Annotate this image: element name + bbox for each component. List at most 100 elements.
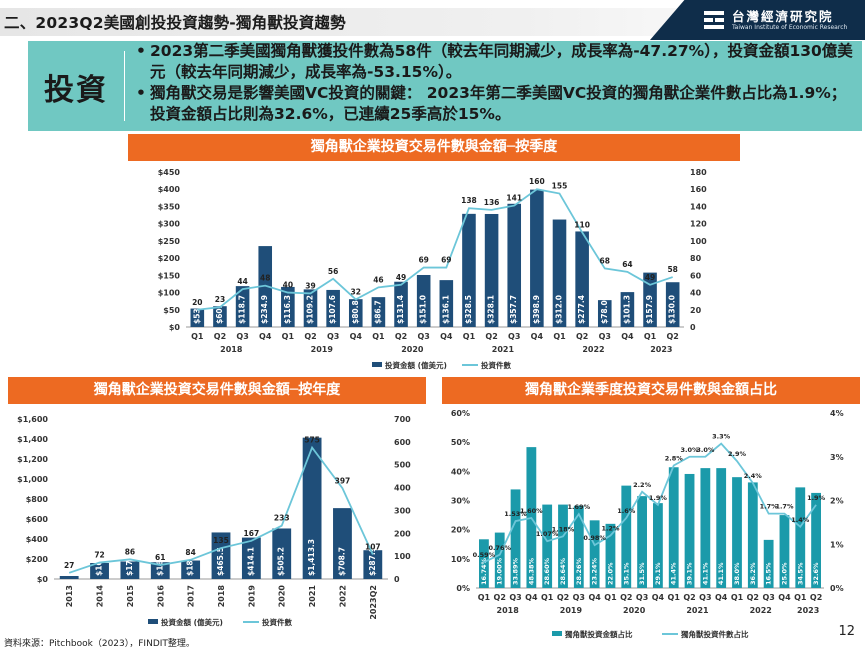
line-value-label: 3.0% [681,446,700,454]
bar [181,560,201,579]
bar [120,561,140,579]
bar-value-label: $131.4 [396,295,405,324]
line-value-label: 2.8% [665,455,684,463]
x-tick-label: Q4 [778,593,791,602]
bar-value-label: $101.3 [622,295,631,324]
x-group-label: 2020 [623,606,646,615]
bar-value-label: $78.0 [600,300,609,324]
line-value-label: 138 [461,196,477,205]
series-line [68,445,374,574]
x-group-label: 2022 [582,345,604,354]
tier-logo-icon [704,11,724,29]
x-tick-label: Q3 [636,593,648,602]
x-group-label: 2019 [311,345,334,354]
bar [700,468,711,588]
divider [124,51,125,121]
bar-value-label: 39.1% [686,562,694,585]
y-tick-label: $1,600 [17,415,48,424]
bar [763,539,774,588]
bar [779,515,790,588]
bar [394,281,408,327]
bar-value-label: $53.6 [192,300,201,324]
bar [643,272,657,327]
bar [272,528,292,579]
bar [484,213,499,327]
logo: 台灣經濟研究院 Taiwan Institute of Economic Res… [650,0,865,40]
y2-tick-label: 100 [690,237,707,246]
x-group-label: 2018 [220,345,243,354]
y-tick-label: $600 [26,515,49,524]
line-value-label: 1.69% [568,503,591,511]
bar-value-label: $107.6 [328,295,337,324]
share-chart: 0% 10% 20% 30% 40% 50% 60% 0% 1% 2% 3% 4% 16.74% 19.0… [451,409,844,639]
series-line [483,442,817,564]
line-value-label: 49 [645,273,655,282]
x-group-label: 2022 [750,606,772,615]
bar [653,503,663,588]
line-value-label: 86 [125,547,135,556]
bar [597,300,612,327]
x-tick-label: Q2 [304,332,316,341]
y-tick-label: $200 [26,555,49,564]
line-value-label: 0.59% [473,551,496,559]
bar [439,280,454,327]
y-tick-label: $250 [158,237,181,246]
y2-tick-label: 40 [690,289,702,298]
line-value-label: 2.4% [744,472,763,480]
x-tick-label: Q1 [604,593,617,602]
line-value-label: 72 [94,551,104,560]
line-value-label: 49 [396,273,406,282]
x-tick-label: Q2 [494,593,506,602]
bar-value-label: $708.7 [337,547,346,576]
x-tick-label: Q3 [699,593,711,602]
y2-tick-label: 0% [830,584,844,593]
bar-value-label: $1,413.3 [307,539,316,576]
annual-chart: $0 $200 $400 $600 $800 $1,000 $1,200 $1,400 $1,6… [17,415,411,627]
bar [637,496,647,588]
bar [241,537,261,579]
y-tick-label: $400 [158,185,181,194]
x-tick-label: Q2 [557,593,569,602]
x-tick-label: 2020 [278,585,287,608]
bar [302,437,322,579]
bar [416,274,431,327]
x-group-label: 2021 [492,345,515,354]
x-tick-label: 2013 [65,585,74,607]
bar-value-label: 25.0% [780,562,788,585]
y-tick-label: $400 [26,535,49,544]
y-tick-label: $0 [169,323,181,332]
line-value-label: 1.07% [536,530,559,538]
bar [620,292,635,327]
bar [211,532,231,579]
bar-value-label: $328.5 [464,295,473,324]
bar [621,485,632,588]
bar [510,489,521,588]
x-tick-label: Q2 [747,593,759,602]
x-tick-label: Q4 [715,593,728,602]
y2-tick-label: 700 [394,415,411,424]
x-tick-label: Q3 [599,332,611,341]
bar-value-label: 36.2% [749,562,757,585]
y2-tick-label: 20 [690,306,702,315]
x-tick-label: Q4 [531,332,544,341]
bar-value-label: 16.74% [480,557,488,585]
bar-value-label: $116.3 [283,295,292,324]
line-value-label: 39 [305,281,315,290]
line-value-label: 1.18% [552,525,575,533]
x-tick-label: 2019 [247,585,256,608]
bar-value-label: $160 [95,555,104,576]
line-value-label: 1.9% [807,494,826,502]
x-tick-label: Q4 [525,593,538,602]
bar-value-label: $157.9 [645,295,654,324]
x-tick-label: Q1 [372,332,385,341]
x-group-label: 2023 [650,345,672,354]
bar-value-label: $277.4 [577,295,586,324]
bar [150,562,170,579]
x-tick-label: Q1 [282,332,295,341]
bar-value-label: $312.0 [555,295,564,324]
line-value-label: 84 [185,548,195,557]
legend-label: 投資金額 (億美元) [161,617,223,627]
bar-value-label: 41.1% [717,562,725,585]
legend-label: 獨角獸投資件數占比 [680,629,749,639]
bar [371,297,386,327]
